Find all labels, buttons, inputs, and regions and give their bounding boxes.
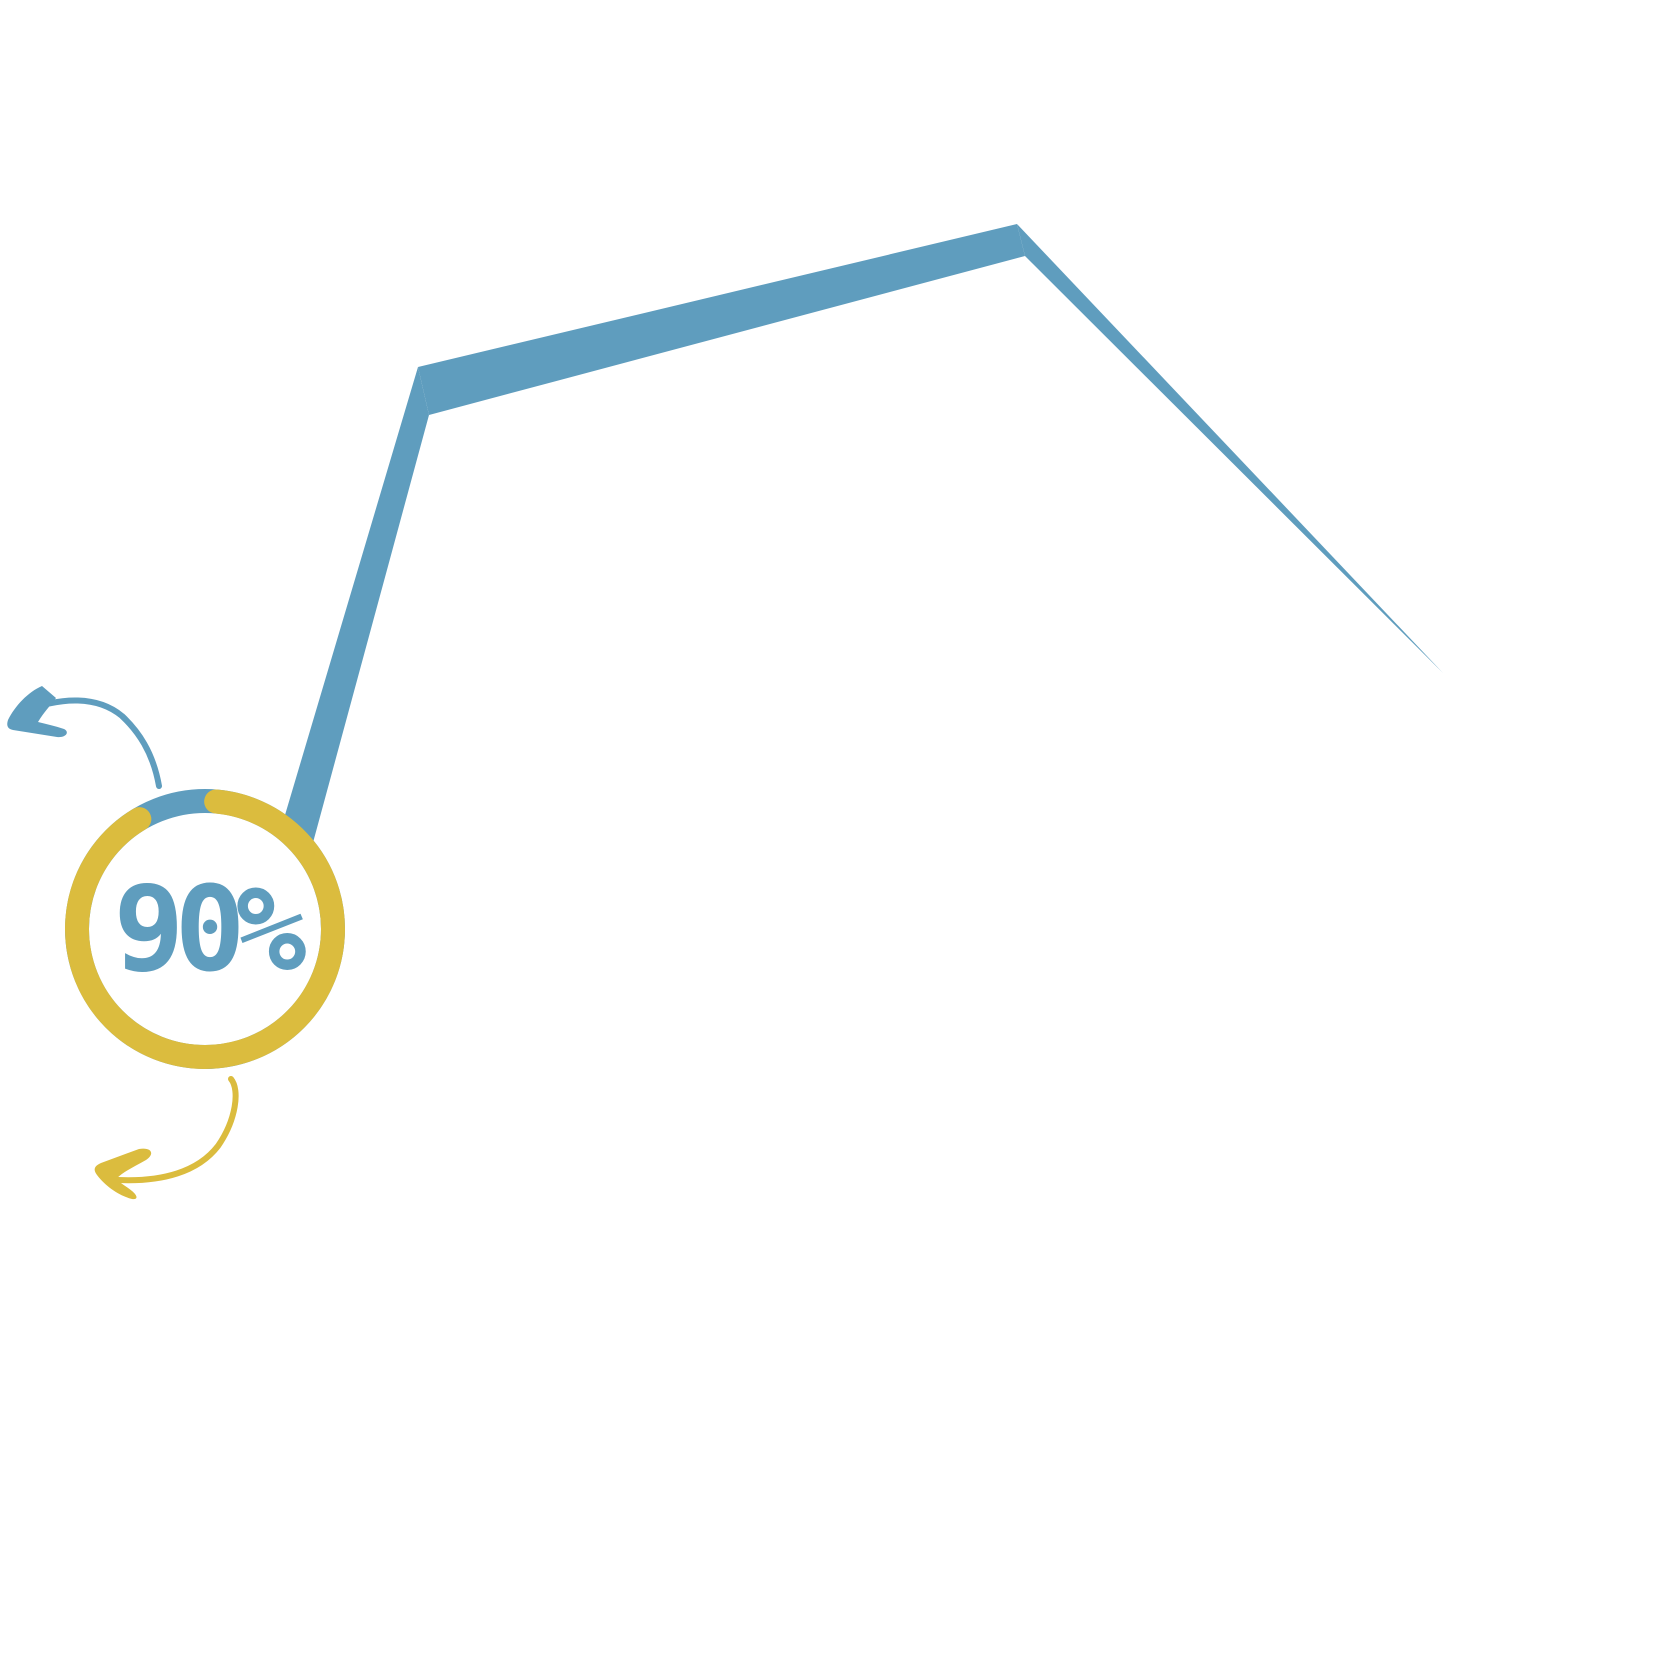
curved-arrow-left-icon [94,1076,239,1200]
progress-ring: 90% [65,789,345,1069]
progress-percentage: 90% [113,860,306,998]
ribbon-left-leg [285,367,429,850]
upper-arrow-head [7,686,67,738]
ribbon-right-leg [1017,224,1443,673]
upper-arrow-shaft [19,697,162,789]
ring-progress-arc [65,789,345,1069]
lower-arrow-head [94,1148,152,1200]
curved-arrow-left-icon [7,686,162,789]
ribbon-band [285,224,1443,850]
ribbon-top-segment [418,224,1025,415]
lower-arrow-shaft [115,1076,239,1184]
ring-background [77,801,333,1057]
